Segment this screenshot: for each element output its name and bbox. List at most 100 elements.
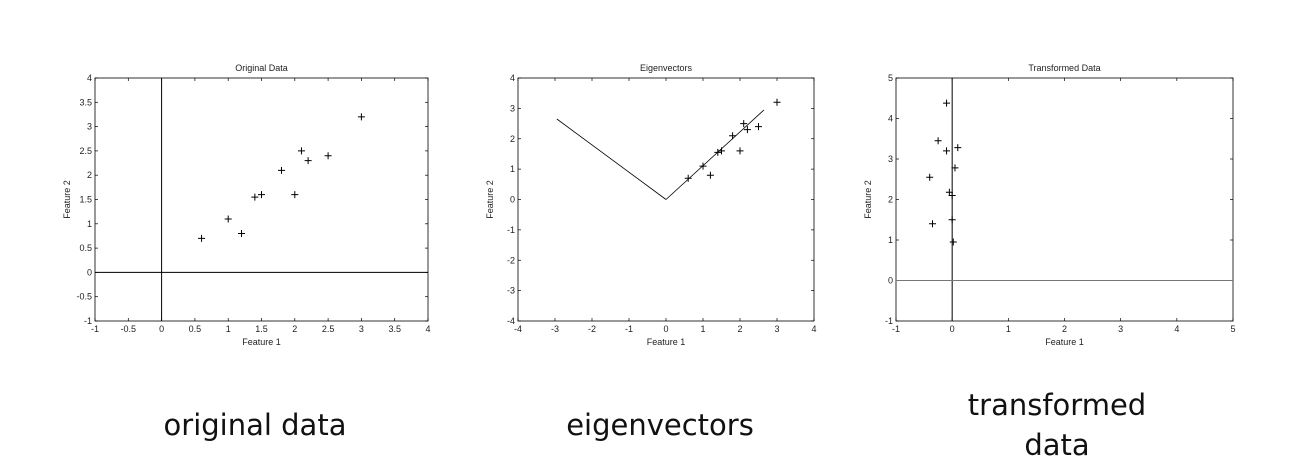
plot-frame [895, 77, 1234, 322]
x-tick-label: 0 [950, 324, 955, 334]
y-tick-label: 3 [87, 122, 92, 132]
y-axis-label: Feature 2 [62, 180, 72, 219]
eigenvector-line [556, 118, 667, 200]
eigenvector-line [665, 109, 765, 200]
data-point [291, 191, 299, 199]
x-tick-label: -3 [551, 324, 559, 334]
caption-eigenvectors: eigenvectors [566, 408, 754, 442]
data-point [277, 166, 285, 174]
data-point [258, 191, 265, 199]
chart-3: -1 0 1 2 3 4 5 -1 0 1 2 3 4 5 Transformed Data Feature … [863, 63, 1236, 347]
caption-line: data [1024, 428, 1090, 462]
x-axis-label: Feature 1 [1045, 337, 1084, 347]
caption-transformed-data: transformed data [907, 385, 1207, 465]
x-tick-label: -4 [514, 324, 522, 334]
x-tick-label: 3.5 [388, 324, 401, 334]
data-point [324, 152, 332, 160]
caption-original-data: original data [163, 408, 347, 442]
data-point [297, 147, 305, 155]
chart-title: Transformed Data [1028, 63, 1100, 73]
y-tick-label: -0.5 [76, 292, 92, 302]
data-point [743, 126, 751, 134]
y-tick-label: 2.5 [79, 146, 92, 156]
x-tick-label: 0 [159, 324, 164, 334]
x-tick-label: 1 [700, 324, 705, 334]
y-tick-label: 3 [510, 103, 515, 113]
data-point [943, 147, 951, 155]
data-point [684, 174, 692, 182]
y-tick-label: 1.5 [79, 195, 92, 205]
data-point [699, 162, 707, 170]
y-tick-label: 0.5 [79, 243, 92, 253]
y-tick-label: 4 [87, 73, 92, 83]
y-tick-label: 3 [888, 154, 893, 164]
y-tick-label: -1 [885, 316, 893, 326]
x-tick-label: 2.5 [322, 324, 335, 334]
caption-line: transformed [967, 388, 1147, 422]
data-point [729, 132, 737, 140]
x-tick-label: 0.5 [189, 324, 202, 334]
x-tick-label: -1 [625, 324, 633, 334]
x-tick-label: 5 [1230, 324, 1235, 334]
y-tick-label: 1 [510, 164, 515, 174]
chart-2: -4 -3 -2 -1 0 1 2 3 4 -4 -3 -2 -1 0 1 2 3 4 Eigenvectors Fe… [485, 63, 817, 347]
y-tick-label: 2 [87, 170, 92, 180]
chart-1: -1 -0.5 0 0.5 1 1.5 2 2.5 3 3.5 4 -1 -0.5 0 0.5 1 1.5 2 2.… [62, 63, 431, 347]
data-point [755, 123, 762, 131]
y-tick-label: 0 [888, 276, 893, 286]
y-axis-label: Feature 2 [863, 180, 873, 219]
x-tick-label: 1 [226, 324, 231, 334]
data-point [304, 157, 312, 165]
data-point [198, 234, 206, 242]
y-tick-label: 1 [888, 235, 893, 245]
y-tick-label: 3.5 [79, 97, 92, 107]
x-axis-label: Feature 1 [242, 337, 281, 347]
y-tick-label: 1 [87, 219, 92, 229]
data-point [954, 144, 962, 152]
data-point [224, 215, 232, 223]
y-tick-label: -4 [507, 316, 515, 326]
data-point [934, 137, 942, 145]
x-tick-label: -1 [91, 324, 99, 334]
y-tick-label: 0 [87, 267, 92, 277]
x-tick-label: -2 [588, 324, 596, 334]
data-point [948, 191, 956, 199]
data-point [773, 98, 781, 106]
y-tick-label: 5 [888, 73, 893, 83]
x-tick-label: 2 [737, 324, 742, 334]
x-axis-label: Feature 1 [647, 337, 686, 347]
x-tick-label: -0.5 [121, 324, 137, 334]
data-point [740, 120, 748, 128]
y-tick-label: -2 [507, 255, 515, 265]
chart-title: Original Data [235, 63, 288, 73]
y-tick-label: -3 [507, 286, 515, 296]
x-tick-label: 3 [1118, 324, 1123, 334]
data-point [357, 113, 365, 121]
x-tick-label: 2 [292, 324, 297, 334]
y-tick-label: 4 [510, 73, 515, 83]
y-tick-label: 0 [510, 195, 515, 205]
y-tick-label: 2 [510, 134, 515, 144]
x-tick-label: 0 [663, 324, 668, 334]
data-point [929, 220, 937, 228]
data-point [951, 164, 959, 172]
data-point [251, 193, 259, 201]
data-point [926, 173, 934, 181]
y-tick-label: -1 [507, 225, 515, 235]
x-tick-label: 3 [359, 324, 364, 334]
x-tick-label: 4 [425, 324, 430, 334]
chart-title: Eigenvectors [640, 63, 693, 73]
y-tick-label: 4 [888, 114, 893, 124]
x-tick-label: 4 [811, 324, 816, 334]
data-point [949, 238, 957, 246]
data-point [706, 171, 714, 179]
x-tick-label: 1 [1006, 324, 1011, 334]
x-tick-label: 3 [774, 324, 779, 334]
data-point [943, 99, 951, 107]
y-axis-label: Feature 2 [485, 180, 495, 219]
data-point [736, 147, 744, 155]
y-tick-label: 2 [888, 195, 893, 205]
y-tick-label: -1 [84, 316, 92, 326]
data-point [718, 147, 725, 155]
